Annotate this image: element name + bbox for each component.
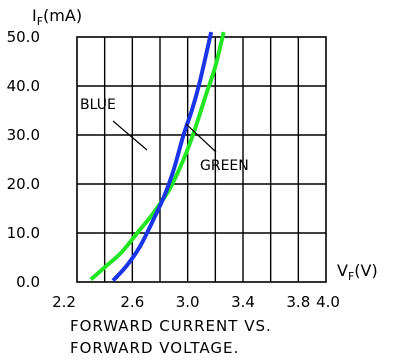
y-axis-title-unit: (mA): [43, 6, 82, 25]
plot-frame: [76, 36, 327, 283]
y-tick-labels: 0.0 10.0 20.0 30.0 40.0 50.0: [7, 28, 40, 291]
x-tick-label: 4.0: [316, 293, 340, 311]
y-tick-label: 30.0: [7, 126, 40, 144]
annotation-blue-label: BLUE: [80, 97, 116, 113]
annotation-green-leader: [185, 123, 217, 153]
x-axis-title-sub: F: [348, 270, 354, 283]
series-line-blue: [111, 31, 214, 282]
caption-line-2: FORWARD VOLTAGE.: [70, 339, 239, 357]
x-tick-label: 2.6: [120, 293, 144, 311]
x-axis-title-unit: (V): [354, 261, 377, 280]
annotation-green-label: GREEN: [200, 158, 249, 174]
annotation-blue-leader: [112, 120, 148, 151]
series-line-green: [89, 31, 226, 282]
x-axis-title-main: V: [337, 261, 348, 280]
annotations: BLUE GREEN: [80, 97, 249, 174]
x-axis-title: VF(V): [337, 261, 378, 283]
x-tick-label: 2.2: [52, 293, 76, 311]
y-axis-title-sub: F: [37, 15, 43, 28]
grid: [76, 36, 327, 283]
y-tick-label: 20.0: [7, 175, 40, 193]
x-tick-labels: 2.2 2.6 3.0 3.4 3.8 4.0: [52, 293, 340, 311]
y-tick-label: 10.0: [7, 224, 40, 242]
y-tick-label: 40.0: [7, 77, 40, 95]
data-series: [89, 31, 226, 282]
x-tick-label: 3.8: [286, 293, 310, 311]
y-tick-label: 50.0: [7, 28, 40, 46]
y-axis-title: IF(mA): [32, 6, 82, 28]
x-tick-label: 3.0: [176, 293, 200, 311]
y-tick-label: 0.0: [16, 273, 40, 291]
caption-line-1: FORWARD CURRENT VS.: [70, 317, 272, 335]
x-tick-label: 3.4: [231, 293, 255, 311]
y-axis-title-main: I: [32, 6, 37, 25]
